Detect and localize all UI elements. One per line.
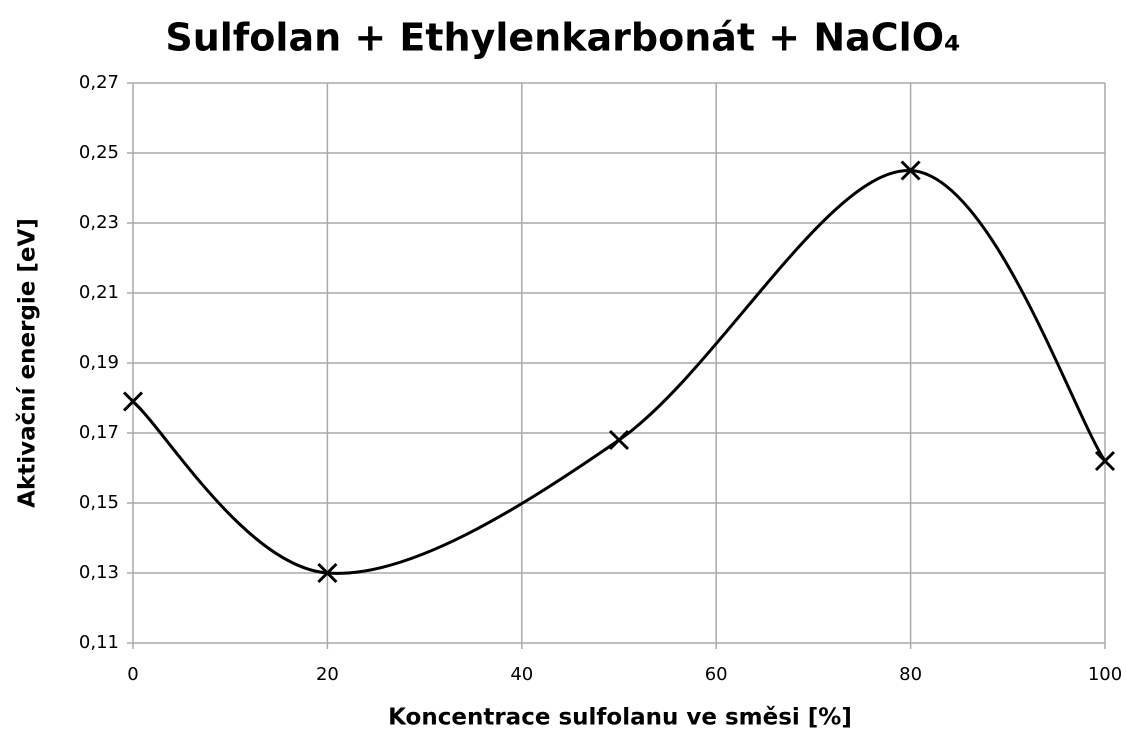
- marker-cross: [1094, 450, 1116, 472]
- y-tick-label: 0,25: [79, 142, 119, 163]
- series-line: [132, 168, 1107, 575]
- y-tick-label: 0,19: [79, 352, 119, 373]
- y-tick-label: 0,21: [79, 282, 119, 303]
- x-axis-label: Koncentrace sulfolanu ve směsi [%]: [388, 705, 852, 731]
- y-tick-label: 0,13: [79, 562, 119, 583]
- marker: [900, 160, 921, 181]
- y-tick-label: 0,27: [79, 72, 119, 93]
- x-tick-label: 60: [705, 664, 728, 685]
- x-tick-label: 100: [1088, 664, 1122, 685]
- y-tick-label: 0,11: [79, 632, 119, 653]
- x-tick-label: 80: [899, 664, 922, 685]
- y-axis-label: Aktivační energie [eV]: [15, 218, 41, 508]
- marker-cross: [608, 429, 630, 451]
- x-tick-label: 40: [510, 664, 533, 685]
- x-tick-label: 0: [127, 664, 138, 685]
- x-tick-label: 20: [316, 664, 339, 685]
- marker-cross: [122, 391, 144, 412]
- marker: [122, 391, 144, 412]
- y-tick-label: 0,17: [79, 422, 119, 443]
- y-tick-label: 0,23: [79, 212, 119, 233]
- marker: [608, 429, 630, 451]
- marker: [1094, 450, 1116, 472]
- marker-cross: [900, 160, 921, 181]
- chart-title: Sulfolan + Ethylenkarbonát + NaClO₄: [165, 16, 960, 60]
- marker-cross: [317, 562, 338, 584]
- marker: [317, 562, 338, 584]
- y-tick-label: 0,15: [79, 492, 119, 513]
